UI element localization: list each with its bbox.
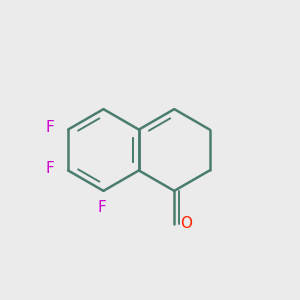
- Text: O: O: [180, 216, 192, 231]
- Text: F: F: [45, 120, 54, 135]
- Text: F: F: [97, 200, 106, 215]
- Text: F: F: [45, 161, 54, 176]
